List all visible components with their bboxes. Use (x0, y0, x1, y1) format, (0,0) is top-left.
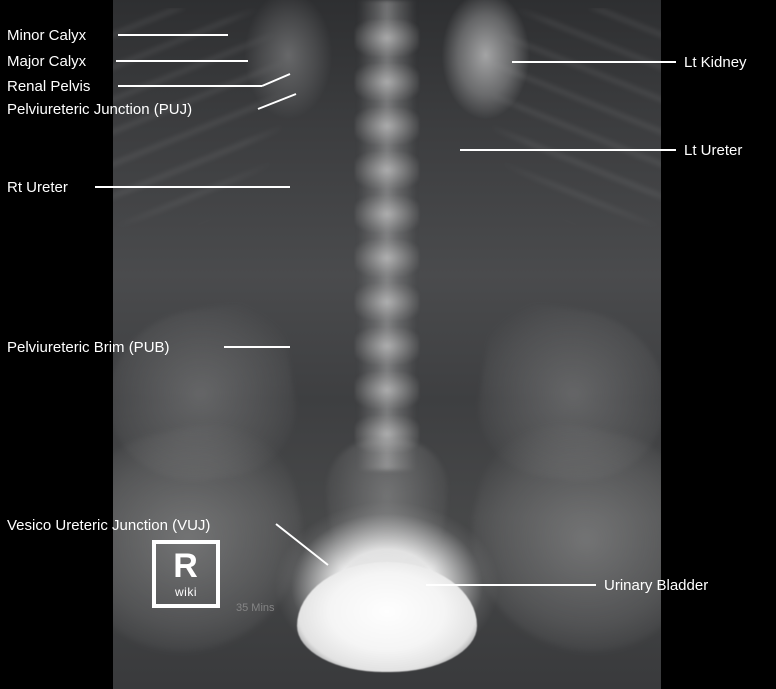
anatomy-label: Vesico Ureteric Junction (VUJ) (7, 518, 210, 535)
watermark-letter: R (173, 549, 199, 583)
watermark-logo: R wiki (152, 540, 220, 608)
anatomy-label: Pelviureteric Brim (PUB) (7, 340, 170, 357)
anatomy-label: Rt Ureter (7, 180, 68, 197)
vertebra (355, 20, 419, 56)
anatomy-label: Major Calyx (7, 54, 86, 71)
pelvis-right (451, 408, 661, 671)
vertebra (355, 64, 419, 100)
anatomy-label: Lt Kidney (684, 55, 747, 72)
anatomy-label: Renal Pelvis (7, 79, 90, 96)
vertebra (355, 240, 419, 276)
vertebra (355, 108, 419, 144)
vertebra (355, 284, 419, 320)
anatomy-label: Minor Calyx (7, 28, 86, 45)
timestamp-text: 35 Mins (236, 602, 275, 614)
vertebra (355, 372, 419, 408)
anatomy-label: Lt Ureter (684, 143, 742, 160)
stage: Minor Calyx Major Calyx Renal Pelvis Pelviu… (0, 0, 776, 689)
watermark-text: wiki (175, 585, 197, 599)
urinary-bladder-contrast (297, 562, 477, 672)
vertebra (355, 196, 419, 232)
vertebra (355, 152, 419, 188)
anatomy-label: Urinary Bladder (604, 578, 708, 595)
anatomy-label: Pelviureteric Junction (PUJ) (7, 102, 192, 119)
ribs-right (491, 8, 661, 228)
vertebra (355, 328, 419, 364)
